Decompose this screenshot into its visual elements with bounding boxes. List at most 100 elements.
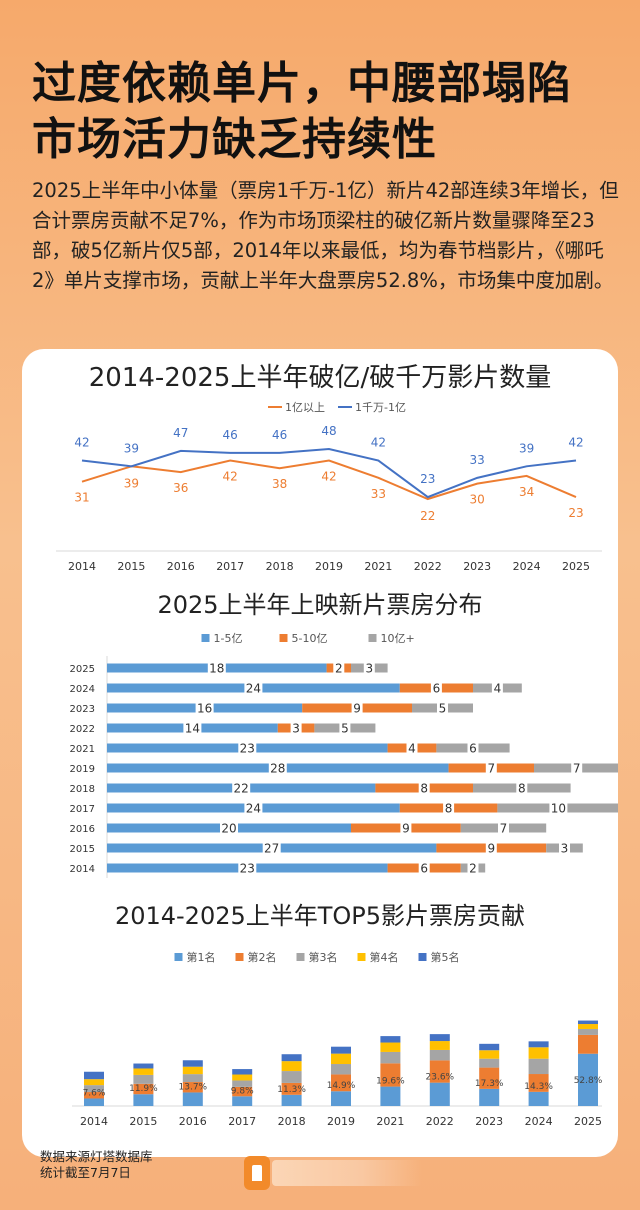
bar-segment (281, 1082, 302, 1095)
bar-segment (133, 1094, 154, 1106)
y-tick-label: 2017 (70, 804, 95, 815)
x-tick-label: 2024 (525, 1115, 553, 1128)
bar-segment (331, 1053, 351, 1065)
data-label: 3 (292, 722, 300, 736)
data-label: 38 (272, 477, 287, 491)
legend-label: 第3名 (309, 950, 338, 964)
data-label: 47 (173, 426, 188, 440)
bar-segment (429, 1049, 450, 1061)
data-label-bg (437, 701, 448, 715)
x-tick-label: 2024 (513, 560, 541, 573)
x-tick-label: 2021 (364, 560, 392, 573)
bar-segment (84, 1071, 104, 1080)
data-label: 6 (420, 862, 428, 876)
x-tick-label: 2019 (315, 560, 343, 573)
bar-segment (133, 1063, 154, 1069)
data-label-bg (238, 861, 257, 875)
data-label-bg (516, 781, 528, 795)
y-tick-label: 2022 (70, 724, 95, 735)
y-tick-label: 2019 (70, 764, 95, 775)
data-label-bg (262, 841, 281, 855)
x-tick-label: 2015 (117, 560, 145, 573)
data-label: 24 (246, 682, 261, 696)
data-label: 2 (335, 662, 343, 676)
x-tick-label: 2018 (278, 1115, 306, 1128)
legend-swatch (357, 953, 366, 961)
data-label: 6 (469, 742, 477, 756)
legend-label: 5-10亿 (292, 632, 328, 645)
data-label: 14.9% (327, 1081, 356, 1091)
bar-segment (182, 1092, 203, 1106)
bar-segment (429, 1034, 450, 1042)
data-label-bg (400, 821, 412, 835)
data-label: 24 (246, 802, 261, 816)
data-label-bg (290, 721, 302, 735)
y-tick-label: 2018 (70, 784, 95, 795)
bar-segment (479, 1058, 500, 1068)
data-label: 22 (234, 782, 249, 796)
data-label-bg (559, 841, 570, 855)
data-label: 39 (519, 441, 534, 455)
data-label-bg (207, 661, 226, 675)
bar-segment (133, 1074, 154, 1084)
data-label-bg (351, 701, 363, 715)
legend-label: 第4名 (370, 950, 399, 964)
data-label: 9 (402, 822, 410, 836)
bar-segment (232, 1074, 253, 1081)
data-label: 7 (500, 822, 508, 836)
legend-label: 第1名 (187, 950, 216, 964)
data-label: 46 (223, 428, 238, 442)
bar-segment (578, 1020, 598, 1025)
y-tick-label: 2023 (70, 704, 95, 715)
charts-card: 2014-2025上半年破亿/破千万影片数量 1亿以上 1千万-1亿 2014 2015… (22, 349, 618, 1157)
x-tick-label: 2016 (179, 1115, 207, 1128)
x-tick-label: 2023 (475, 1115, 503, 1128)
data-label: 6 (433, 682, 441, 696)
bar-segment (429, 1041, 450, 1050)
cutoff-line: 统计截至7月7日 (40, 1165, 131, 1180)
headline-line-2: 市场活力缺乏持续性 (32, 114, 437, 165)
data-label: 17.3% (475, 1079, 504, 1089)
data-label-bg (467, 741, 479, 755)
data-label: 14 (185, 722, 200, 736)
y-tick-label: 2024 (70, 684, 95, 695)
data-label: 34 (519, 485, 534, 499)
data-label-bg (418, 781, 430, 795)
bar-segment (429, 1082, 450, 1106)
x-tick-label: 2016 (167, 560, 195, 573)
logo-banner (272, 1160, 422, 1186)
x-tick-label: 2018 (266, 560, 294, 573)
legend-label: 1亿以上 (285, 401, 325, 414)
bar-segment (578, 1034, 598, 1054)
bar-segment (479, 1043, 500, 1051)
data-label-bg (491, 681, 503, 695)
data-label-bg (467, 861, 479, 875)
y-tick-label: 2014 (70, 864, 95, 875)
data-label-bg (238, 741, 257, 755)
data-label: 33 (470, 453, 485, 467)
data-label: 11.9% (129, 1084, 158, 1094)
bar-segment (479, 1088, 500, 1106)
data-label-bg (418, 861, 430, 875)
series-line-2 (81, 447, 577, 499)
bar-segment (528, 1041, 549, 1048)
y-tick-label: 2021 (70, 744, 95, 755)
data-label: 27 (264, 842, 279, 856)
data-label-bg (244, 681, 263, 695)
bar-segment (331, 1091, 351, 1106)
bar-segment (578, 1053, 598, 1106)
bar-segment (133, 1068, 154, 1075)
bar-segment (380, 1051, 401, 1064)
legend-label: 第2名 (248, 950, 277, 964)
data-label-bg (232, 781, 251, 795)
data-label: 5 (439, 702, 447, 716)
data-label: 28 (270, 762, 285, 776)
bar-segment (528, 1058, 549, 1075)
data-label: 36 (173, 481, 188, 495)
data-label-bg (183, 721, 202, 735)
data-label: 22 (420, 509, 435, 523)
data-label: 19.6% (376, 1077, 405, 1087)
chart-2-title: 2025上半年上映新片票房分布 (157, 591, 482, 619)
data-label: 9 (353, 702, 361, 716)
